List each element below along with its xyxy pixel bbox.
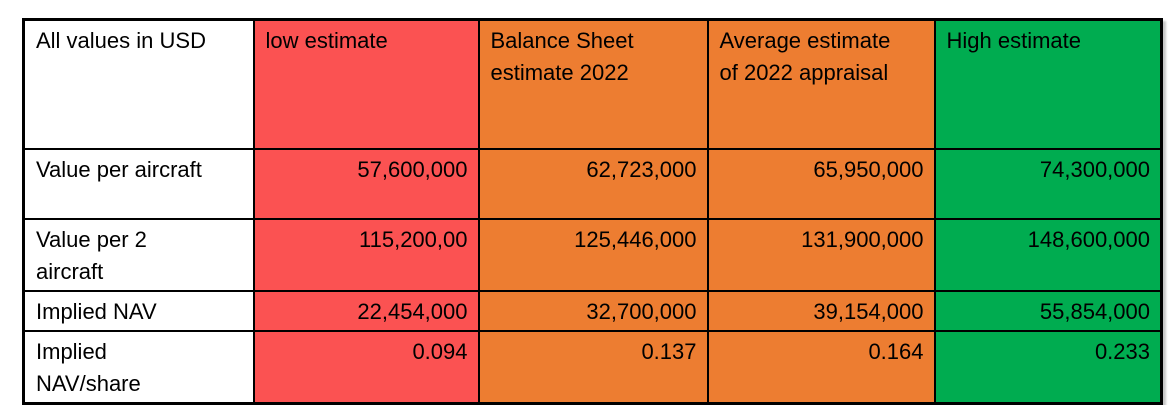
cell-value-per-aircraft-high: 74,300,000 (933, 147, 1163, 220)
table-row-implied-nav-share: Implied NAV/share 0.094 0.137 0.164 0.23… (22, 329, 1163, 404)
cell-implied-nav-average: 39,154,000 (706, 289, 936, 332)
table-row-value-per-2-aircraft: Value per 2 aircraft 115,200,00 125,446,… (22, 217, 1163, 292)
header-cell-low-estimate: low estimate (252, 18, 480, 150)
cell-implied-nav-share-balance: 0.137 (477, 329, 709, 404)
table-header-row: All values in USD low estimate Balance S… (22, 18, 1163, 150)
cell-implied-nav-share-low: 0.094 (252, 329, 480, 404)
cell-value-per-aircraft-balance: 62,723,000 (477, 147, 709, 220)
cell-implied-nav-balance: 32,700,000 (477, 289, 709, 332)
cell-implied-nav-high: 55,854,000 (933, 289, 1163, 332)
cell-value-per-aircraft-average: 65,950,000 (706, 147, 936, 220)
header-cell-all-values-usd: All values in USD (22, 18, 255, 150)
cell-value-per-2-aircraft-low: 115,200,00 (252, 217, 480, 292)
valuation-table: All values in USD low estimate Balance S… (22, 18, 1163, 405)
row-label-implied-nav-share: Implied NAV/share (22, 329, 255, 404)
row-label-value-per-aircraft: Value per aircraft (22, 147, 255, 220)
cell-value-per-2-aircraft-average: 131,900,000 (706, 217, 936, 292)
header-cell-balance-sheet-estimate: Balance Sheet estimate 2022 (477, 18, 709, 150)
cell-implied-nav-share-high: 0.233 (933, 329, 1163, 404)
cell-value-per-2-aircraft-balance: 125,446,000 (477, 217, 709, 292)
cell-value-per-2-aircraft-high: 148,600,000 (933, 217, 1163, 292)
header-cell-high-estimate: High estimate (933, 18, 1163, 150)
header-cell-average-estimate: Average estimate of 2022 appraisal (706, 18, 936, 150)
cell-implied-nav-share-average: 0.164 (706, 329, 936, 404)
table-row-value-per-aircraft: Value per aircraft 57,600,000 62,723,000… (22, 147, 1163, 220)
row-label-value-per-2-aircraft: Value per 2 aircraft (22, 217, 255, 292)
valuation-table-container: All values in USD low estimate Balance S… (22, 18, 1163, 405)
cell-value-per-aircraft-low: 57,600,000 (252, 147, 480, 220)
row-label-implied-nav: Implied NAV (22, 289, 255, 332)
cell-implied-nav-low: 22,454,000 (252, 289, 480, 332)
table-row-implied-nav: Implied NAV 22,454,000 32,700,000 39,154… (22, 289, 1163, 332)
